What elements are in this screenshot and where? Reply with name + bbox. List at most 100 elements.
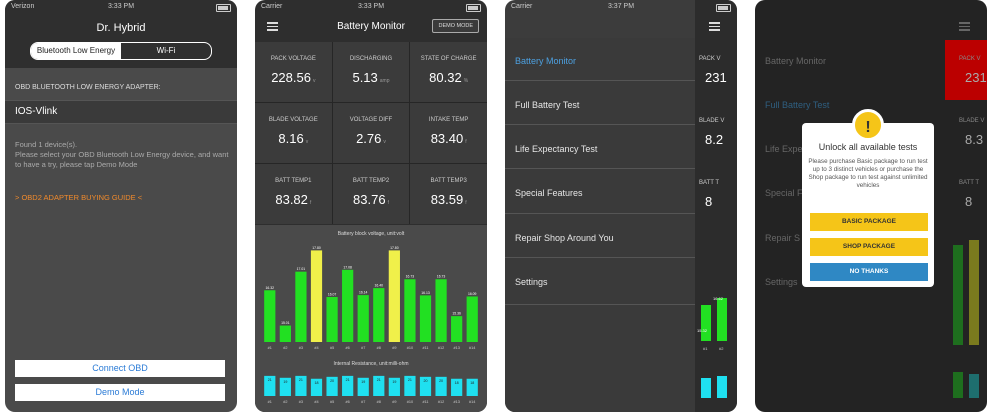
metric-cell: STATE OF CHARGE 80.32% [410,42,487,102]
peek-tick: #2 [719,346,724,351]
carrier: Verizon [11,3,35,10]
metric-label: BATT TEMP2 [352,178,390,184]
menu-item[interactable]: Repair Shop Around You [515,233,614,243]
connect-obd-button[interactable]: Connect OBD [15,360,225,377]
tick-label: #11 [422,400,428,404]
bar-value-label: 17.80 [312,246,321,250]
demo-mode-button[interactable]: Demo Mode [15,384,225,401]
menu-item[interactable]: Life Expectancy Test [515,144,598,154]
bar-value-label: 16.14 [359,291,368,295]
tick-label: #13 [453,400,459,404]
metric-label: INTAKE TEMP [428,117,469,123]
metric-number: 2.76 [356,131,382,146]
bar [264,375,276,396]
buying-guide-link[interactable]: > OBD2 ADAPTER BUYING GUIDE < [15,193,143,202]
menu-item[interactable]: Repair S [765,233,801,243]
metric-number: 5.13 [352,70,378,85]
peek-bar [953,245,963,345]
connection-type-segment[interactable]: Bluetooth Low Energy Wi-Fi [30,42,212,60]
menu-item[interactable]: Full Battery Test [515,100,580,110]
bar-value-label: 20 [439,379,443,383]
peek-label: BATT T [699,180,720,186]
clock: 3:33 PM [107,3,135,10]
bar [451,378,463,396]
hamburger-menu-icon[interactable] [267,22,278,31]
tick-label: #12 [438,400,444,404]
bar [404,279,416,342]
bar [466,378,478,396]
bar-value-label: 16.73 [406,275,415,279]
menu-divider [505,124,695,125]
metrics-grid: PACK VOLTAGE 228.56 v DISCHARGING 5.13 amp STA… [255,42,487,224]
metric-label: BATT TEMP3 [430,178,467,184]
modal-text: Please purchase Basic package to run tes… [808,158,928,189]
bar-value-label: 21 [377,378,381,382]
menu-item[interactable]: Full Battery Test [765,100,830,110]
tick-label: #5 [330,400,334,404]
menu-item[interactable]: Life Expe [765,144,803,154]
metric-cell: INTAKE TEMP 83.40 f [410,103,487,163]
bar [279,377,291,396]
peek-label: PACK V [699,56,721,62]
menu-item[interactable]: Settings [515,277,548,287]
bar [295,375,307,396]
menu-item[interactable]: Settings [765,277,798,287]
bar [373,375,385,396]
tick-label: #14 [469,346,475,350]
bar-value-label: 21 [299,378,303,382]
bar-value-label: 16.40 [375,284,384,288]
metric-value: 80.32% [410,70,487,85]
bar-value-label: 19 [392,380,396,384]
bar [404,375,416,396]
metric-unit: v [305,139,309,145]
basic-package-button[interactable]: BASIC PACKAGE [810,213,928,231]
metric-cell: VOLTAGE DIFF 2.76 v [332,103,410,163]
metric-value: 83.82 f [255,192,332,207]
metric-cell: BLADE VOLTAGE 8.16 v [255,103,332,163]
page-title: Battery Monitor [337,21,405,32]
peek-bar [701,378,711,398]
menu-item[interactable]: Special F [765,188,803,198]
bar-value-label: 20 [424,379,428,383]
tick-label: #9 [392,346,396,350]
metric-label: BATT TEMP1 [275,178,312,184]
segment-ble[interactable]: Bluetooth Low Energy [31,43,121,59]
menu-item[interactable]: Battery Monitor [515,56,577,66]
shop-package-button[interactable]: SHOP PACKAGE [810,238,928,256]
bar [326,376,338,396]
side-menu: Battery Monitor Full Battery Test Life Exp… [505,38,695,412]
peek-bar [701,305,711,341]
bar-value-label: 20 [330,379,334,383]
bar-value-label: 21 [346,378,350,382]
tick-label: #12 [438,346,444,350]
peek-tick: #1 [703,346,708,351]
demo-mode-button[interactable]: DEMO MODE [432,19,479,33]
metric-unit: f [309,200,312,206]
bar-value-label: 16.09 [468,292,477,296]
tick-label: #6 [346,400,350,404]
metric-cell: BATT TEMP2 83.76 f [332,164,410,224]
bar [435,279,447,342]
metric-unit: amp [379,78,390,84]
bar-value-label: 18 [315,381,319,385]
metric-label: DISCHARGING [349,56,393,62]
bar [295,271,307,342]
bar [388,377,400,396]
segment-wifi[interactable]: Wi-Fi [156,46,176,55]
peek-highlight-cell [945,40,987,100]
peek-label: BLADE V [699,118,725,124]
menu-item[interactable]: Special Features [515,188,583,198]
no-thanks-button[interactable]: NO THANKS [810,263,928,281]
bar-value-label: 18 [470,381,474,385]
status-bar: Carrier 3:37 PM [511,3,731,13]
tick-label: #7 [361,400,365,404]
device-row[interactable]: IOS-Vlink [5,100,237,124]
hamburger-menu-icon[interactable] [959,22,970,31]
metric-value: 2.76 v [333,131,410,146]
metric-value: 83.59 f [410,192,487,207]
metric-label: VOLTAGE DIFF [349,117,393,123]
menu-item[interactable]: Battery Monitor [765,56,827,66]
hamburger-menu-icon[interactable] [709,22,720,31]
peek-value: 8.2 [705,132,724,147]
bar [326,297,338,342]
